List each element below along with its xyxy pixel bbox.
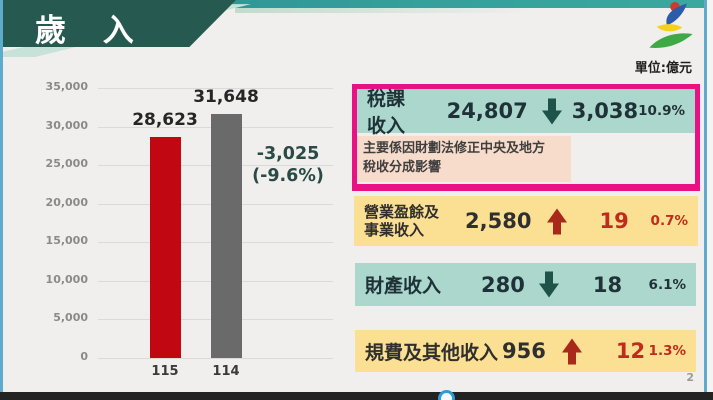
label-line: 營業盈餘及 <box>364 203 440 221</box>
y-axis-tick-label: 5,000 <box>53 311 88 325</box>
bar <box>150 137 181 358</box>
category-value: 956 <box>502 339 546 363</box>
x-axis-category-label: 114 <box>212 364 240 379</box>
difference-percent: (-9.6%) <box>252 165 324 186</box>
y-axis-tick-label: 20,000 <box>45 195 88 209</box>
tax-revenue-highlight-box: 稅課收入 24,807 3,038 10.9% 主要係因財劃法修正中央及地方 稅… <box>352 84 700 191</box>
fees-other-income-row: 規費及其他收入 956 12 1.3% <box>355 330 696 372</box>
operating-surplus-row: 營業盈餘及 事業收入 2,580 19 0.7% <box>354 196 698 246</box>
bar-value-label: 28,623 <box>132 110 198 131</box>
y-axis-tick-label: 35,000 <box>45 80 88 93</box>
sports-figure-logo <box>649 2 693 48</box>
up-arrow-icon <box>547 208 568 234</box>
y-axis-tick-label: 25,000 <box>45 157 88 171</box>
bar-chart: -3,025 (-9.6%) 35,000 30,000 25,000 20,000 1… <box>30 68 348 380</box>
tax-revenue-note: 主要係因財劃法修正中央及地方 稅收分成影響 <box>357 136 571 182</box>
y-axis-tick-label: 0 <box>80 350 88 363</box>
change-value: 12 <box>615 339 646 363</box>
category-label: 規費及其他收入 <box>365 341 499 364</box>
down-arrow-icon <box>541 98 562 124</box>
property-income-row: 財產收入 280 18 6.1% <box>355 263 696 306</box>
video-progress-bar[interactable] <box>0 392 713 400</box>
change-value: 19 <box>599 209 629 233</box>
tax-revenue-row: 稅課收入 24,807 3,038 10.9% <box>357 88 695 137</box>
bar-value-label: 31,648 <box>193 86 259 107</box>
category-value: 24,807 <box>446 99 528 123</box>
category-label: 財產收入 <box>365 275 442 297</box>
chart-difference-annotation: -3,025 (-9.6%) <box>233 144 343 188</box>
note-line: 主要係因財劃法修正中央及地方 <box>363 141 546 156</box>
gridline <box>98 358 333 359</box>
category-value: 2,580 <box>465 209 532 233</box>
change-value: 18 <box>592 272 623 297</box>
gridline <box>98 88 333 89</box>
y-axis-tick-label: 30,000 <box>45 118 88 132</box>
video-playhead-handle[interactable] <box>438 390 455 400</box>
header-title-block: 歲 入 <box>3 0 236 47</box>
note-line: 稅收分成影響 <box>363 159 442 175</box>
up-arrow-icon <box>561 338 582 364</box>
percent-change: 6.1% <box>648 276 686 293</box>
y-axis-tick-label: 10,000 <box>45 272 88 286</box>
difference-value: -3,025 <box>256 144 320 164</box>
page-number: 2 <box>686 371 694 384</box>
category-label: 營業盈餘及 事業收入 <box>364 203 439 239</box>
label-line: 事業收入 <box>364 221 425 239</box>
x-axis-category-label: 115 <box>151 364 179 379</box>
change-value: 3,038 <box>571 99 639 123</box>
down-arrow-icon <box>538 271 559 298</box>
header-mint-fade <box>235 8 535 13</box>
percent-change: 1.3% <box>648 343 686 359</box>
category-label: 稅課收入 <box>367 88 406 137</box>
percent-change: 10.9% <box>638 103 685 119</box>
category-value: 280 <box>481 272 525 297</box>
page-title: 歲 入 <box>35 13 147 49</box>
unit-label: 單位:億元 <box>634 61 692 76</box>
presentation-slide: 歲 入 單位:億元 -3,025 (-9.6%) 35,000 30,000 25,… <box>0 0 707 392</box>
y-axis-tick-label: 15,000 <box>45 234 88 248</box>
bar <box>211 113 242 358</box>
percent-change: 0.7% <box>650 213 688 229</box>
header-top-bar <box>3 0 704 8</box>
